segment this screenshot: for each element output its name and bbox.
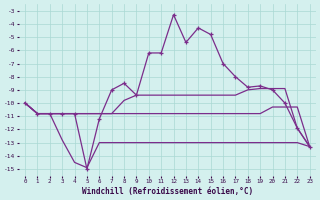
- X-axis label: Windchill (Refroidissement éolien,°C): Windchill (Refroidissement éolien,°C): [82, 187, 253, 196]
